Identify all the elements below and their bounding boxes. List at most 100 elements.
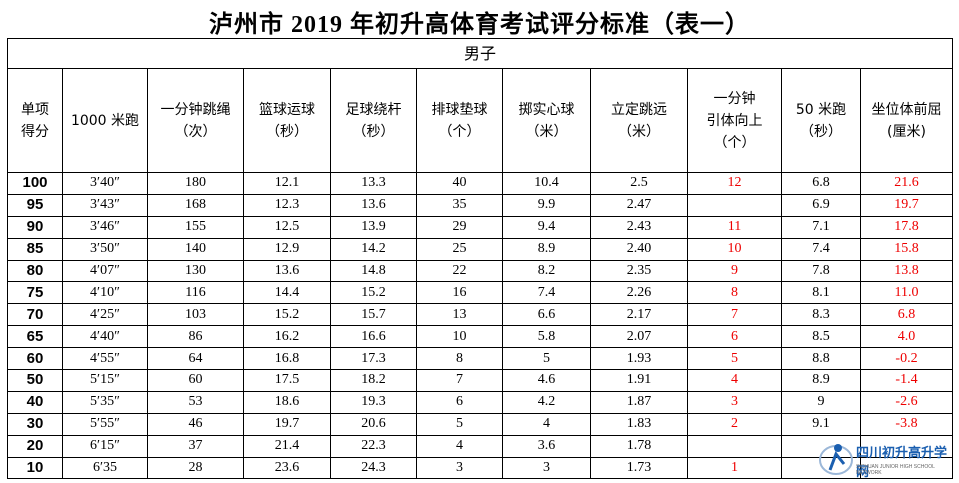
- data-row: 95 3′43″ 168 12.3 13.6 35 9.9 2.47 6.9 19.7: [7, 193, 954, 217]
- data-row: 65 4′40″ 86 16.2 16.6 10 5.8 2.07 6 8.5 4.0: [7, 325, 954, 349]
- header-line: 50 米跑: [795, 101, 847, 118]
- data-row: 60 4′55″ 64 16.8 17.3 8 5 1.93 5 8.8 -0.2: [7, 347, 954, 371]
- data-cell: 11: [687, 215, 782, 239]
- score-cell: 10: [7, 456, 63, 480]
- data-cell: 6: [416, 390, 503, 414]
- header-line: （次）: [174, 123, 217, 140]
- data-cell: 22.3: [330, 434, 417, 458]
- header-line: 掷实心球: [518, 101, 575, 118]
- watermark: 四川初升高升学网 SICHUAN JUNIOR HIGH SCHOOL NETW…: [818, 436, 958, 480]
- data-cell: 16: [416, 281, 503, 305]
- data-cell: 1.91: [590, 369, 688, 392]
- header-line: （个）: [438, 123, 481, 140]
- data-cell: 7: [687, 303, 782, 327]
- header-line: 立定跳远: [611, 101, 667, 118]
- data-cell: 15.2: [243, 303, 331, 327]
- data-cell: 35: [416, 193, 503, 217]
- data-cell: 12.5: [243, 215, 331, 239]
- data-cell: 19.7: [243, 412, 331, 436]
- header-line: 一分钟跳绳: [160, 101, 231, 118]
- data-cell: 13.9: [330, 215, 417, 239]
- data-cell: 2.5: [590, 172, 688, 195]
- data-cell: 130: [147, 259, 244, 283]
- data-cell: 19.3: [330, 390, 417, 414]
- data-cell: 21.4: [243, 434, 331, 458]
- data-cell: 4′25″: [62, 303, 148, 327]
- header-line: （个）: [713, 134, 756, 151]
- data-cell: 4: [502, 412, 591, 436]
- data-cell: 3: [502, 456, 591, 480]
- data-cell: 3: [416, 456, 503, 480]
- score-cell: 75: [7, 281, 63, 305]
- data-cell: 8.8: [781, 347, 861, 371]
- data-cell: 1.73: [590, 456, 688, 480]
- data-cell: 16.2: [243, 325, 331, 349]
- data-cell: 7.1: [781, 215, 861, 239]
- data-cell: 8: [687, 281, 782, 305]
- data-row: 20 6′15″ 37 21.4 22.3 4 3.6 1.78: [7, 434, 954, 458]
- data-row: 85 3′50″ 140 12.9 14.2 25 8.9 2.40 10 7.4 15.8: [7, 237, 954, 261]
- data-cell: 20.6: [330, 412, 417, 436]
- header-line: （米）: [525, 123, 568, 140]
- data-cell: -2.6: [859, 390, 954, 414]
- data-cell: 2: [687, 412, 782, 436]
- data-cell: 5.8: [502, 325, 591, 349]
- data-row: 50 5′15″ 60 17.5 18.2 7 4.6 1.91 4 8.9 -1.4: [7, 369, 954, 392]
- score-cell: 30: [7, 412, 63, 436]
- score-cell: 80: [7, 259, 63, 283]
- header-line: （秒）: [266, 123, 308, 140]
- data-cell: [687, 193, 782, 217]
- data-cell: 12.3: [243, 193, 331, 217]
- data-cell: 140: [147, 237, 244, 261]
- header-line: 单项: [21, 101, 49, 118]
- data-cell: 5′35″: [62, 390, 148, 414]
- data-cell: 1.87: [590, 390, 688, 414]
- data-cell: 13.3: [330, 172, 417, 195]
- data-cell: 22: [416, 259, 503, 283]
- data-cell: 10: [687, 237, 782, 261]
- data-cell: 5: [502, 347, 591, 371]
- data-cell: 1.83: [590, 412, 688, 436]
- header-line: 1000 米跑: [70, 112, 140, 129]
- header-line: （秒）: [800, 123, 842, 140]
- data-cell: 2.40: [590, 237, 688, 261]
- data-cell: 6′15″: [62, 434, 148, 458]
- data-cell: -1.4: [859, 369, 954, 392]
- data-cell: 8: [416, 347, 503, 371]
- data-cell: 15.8: [859, 237, 954, 261]
- data-cell: 8.9: [502, 237, 591, 261]
- header-line: （秒）: [352, 123, 395, 140]
- data-row: 80 4′07″ 130 13.6 14.8 22 8.2 2.35 9 7.8 13.8: [7, 259, 954, 283]
- data-cell: 6.9: [781, 193, 861, 217]
- data-cell: 3.6: [502, 434, 591, 458]
- data-cell: 40: [416, 172, 503, 195]
- data-cell: 116: [147, 281, 244, 305]
- data-cell: 53: [147, 390, 244, 414]
- data-cell: 3′50″: [62, 237, 148, 261]
- header-cell: 立定跳远 （米）: [590, 68, 688, 173]
- score-cell: 95: [7, 193, 63, 217]
- data-cell: 4: [416, 434, 503, 458]
- data-cell: 5: [416, 412, 503, 436]
- score-cell: 40: [7, 390, 63, 414]
- data-row: 90 3′46″ 155 12.5 13.9 29 9.4 2.43 11 7.1 17.8: [7, 215, 954, 239]
- score-cell: 50: [7, 369, 63, 392]
- data-cell: 9: [687, 259, 782, 283]
- data-cell: 12: [687, 172, 782, 195]
- data-cell: -0.2: [859, 347, 954, 371]
- data-cell: 1.93: [590, 347, 688, 371]
- data-cell: 17.5: [243, 369, 331, 392]
- score-cell: 60: [7, 347, 63, 371]
- data-cell: 21.6: [859, 172, 954, 195]
- data-cell: [687, 434, 782, 458]
- data-cell: 16.6: [330, 325, 417, 349]
- data-cell: 64: [147, 347, 244, 371]
- data-cell: 16.8: [243, 347, 331, 371]
- header-cell: 坐位体前屈 (厘米): [859, 68, 954, 173]
- watermark-subtitle: SICHUAN JUNIOR HIGH SCHOOL NETWORK: [856, 464, 935, 476]
- data-cell: 7.4: [781, 237, 861, 261]
- data-cell: 14.2: [330, 237, 417, 261]
- data-cell: 10.4: [502, 172, 591, 195]
- score-cell: 65: [7, 325, 63, 349]
